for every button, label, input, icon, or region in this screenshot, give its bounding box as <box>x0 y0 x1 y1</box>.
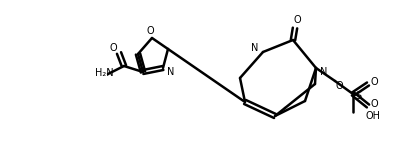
Text: O: O <box>370 99 378 109</box>
Text: OH: OH <box>365 111 380 121</box>
Text: S: S <box>355 91 361 101</box>
Text: O: O <box>109 43 117 53</box>
Text: O: O <box>335 81 343 91</box>
Text: O: O <box>370 77 378 87</box>
Text: O: O <box>293 15 301 25</box>
Text: N: N <box>251 43 259 53</box>
Text: O: O <box>146 26 154 36</box>
Text: H₂N: H₂N <box>95 68 114 78</box>
Text: N: N <box>320 67 328 77</box>
Text: N: N <box>167 67 175 77</box>
